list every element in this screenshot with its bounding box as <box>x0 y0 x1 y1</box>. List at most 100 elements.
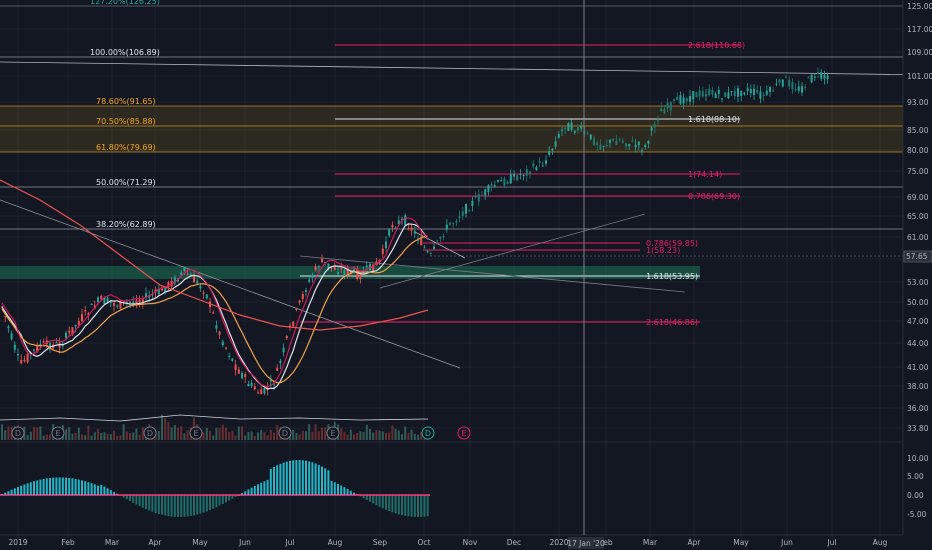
volume-bar <box>103 432 106 440</box>
volume-bar <box>29 431 32 440</box>
fib-extension-label: 2.618(46.86) <box>646 318 698 327</box>
dividend-marker[interactable] <box>278 426 292 440</box>
volume-bar <box>7 426 10 440</box>
earnings-marker[interactable] <box>326 426 340 440</box>
candle-body <box>765 90 768 95</box>
candle-body <box>596 142 599 146</box>
oscillator-bar <box>93 484 96 495</box>
oscillator-bar <box>90 483 93 495</box>
oscillator-bar <box>23 484 26 495</box>
earnings-marker[interactable] <box>51 426 65 440</box>
candle-body <box>685 98 688 102</box>
oscillator-bar <box>71 478 74 495</box>
oscillator-bar <box>314 463 317 495</box>
dividend-marker[interactable] <box>421 426 435 440</box>
event-marker-label: D <box>282 429 288 438</box>
candle-body <box>653 124 656 128</box>
volume-bar <box>81 434 83 440</box>
candle-body <box>516 175 519 181</box>
candle-body <box>541 165 544 167</box>
candle-body <box>637 141 640 146</box>
candle-body <box>250 382 253 386</box>
dividend-marker[interactable] <box>11 426 25 440</box>
volume-bar <box>119 435 122 440</box>
time-axis-label: Aug <box>873 538 888 547</box>
volume-bar <box>234 435 237 440</box>
trendline[interactable] <box>299 255 686 293</box>
time-axis-label: Feb <box>599 538 613 547</box>
candle-body <box>609 139 611 143</box>
oscillator-bar <box>81 480 83 495</box>
volume-bar <box>157 430 160 440</box>
time-axis-label: Mar <box>105 538 120 547</box>
candle-body <box>791 81 794 90</box>
oscillator-bar <box>237 494 240 496</box>
oscillator-bar <box>87 482 90 495</box>
dividend-marker[interactable] <box>143 426 157 440</box>
volume-bar <box>221 424 224 440</box>
trendline[interactable] <box>0 61 932 76</box>
candle-body <box>689 96 691 102</box>
volume-bar <box>365 424 368 440</box>
fib-retracement-label: 50.00%(71.29) <box>96 178 156 187</box>
volume-bar <box>1 424 3 440</box>
oscillator-bar <box>77 479 80 495</box>
oscillator-bar <box>26 483 29 495</box>
oscillator-axis-tick: -5.00 <box>907 510 927 519</box>
candle-body <box>314 266 317 271</box>
fib-extension-label: 1.618(88.10) <box>688 115 740 124</box>
candle-body <box>212 312 215 314</box>
candle-body <box>167 282 170 287</box>
candle-body <box>1 306 3 308</box>
candle-body <box>407 227 410 230</box>
candle-body <box>545 160 547 164</box>
volume-bar <box>237 426 240 440</box>
candle-body <box>113 303 115 306</box>
trendline[interactable] <box>379 213 646 289</box>
volume-bar <box>388 432 391 440</box>
volume-bar <box>186 430 189 440</box>
candle-body <box>17 354 19 356</box>
oscillator-bar <box>116 493 119 495</box>
candle-body <box>727 92 730 99</box>
oscillator-bar <box>199 495 202 514</box>
candle-body <box>676 96 679 101</box>
oscillator-bar <box>97 485 99 495</box>
volume-bar <box>84 435 87 440</box>
volume-bar <box>183 433 186 440</box>
oscillator-bar <box>170 495 173 517</box>
candle-body <box>365 265 368 267</box>
candle-body <box>228 355 231 357</box>
oscillator-bar <box>145 495 147 510</box>
candle-body <box>573 130 576 133</box>
event-marker-label: E <box>55 429 60 438</box>
candle-body <box>698 90 701 97</box>
earnings-marker[interactable] <box>457 426 471 440</box>
candle-body <box>749 89 752 94</box>
oscillator-bar <box>209 495 211 511</box>
oscillator-bar <box>401 495 403 516</box>
volume-bar <box>113 430 115 440</box>
trendline[interactable] <box>414 231 466 259</box>
candle-body <box>625 143 627 147</box>
candle-body <box>317 266 320 268</box>
volume-bar <box>343 431 346 440</box>
candle-body <box>369 263 371 271</box>
fib-retracement-label: 78.60%(91.65) <box>96 97 156 106</box>
trendline[interactable] <box>0 199 461 369</box>
price-axis-tick: 44.00 <box>907 339 929 348</box>
oscillator-bar <box>33 481 35 495</box>
oscillator-bar <box>164 495 167 516</box>
oscillator-bar <box>157 495 160 514</box>
candle-body <box>807 77 810 79</box>
volume-bar <box>407 432 410 440</box>
earnings-marker[interactable] <box>189 426 203 440</box>
oscillator-bar <box>4 492 7 495</box>
oscillator-bar <box>55 477 58 495</box>
candle-body <box>333 267 336 270</box>
fib-retracement-label: 38.20%(62.89) <box>96 220 156 229</box>
candle-body <box>769 87 771 92</box>
volume-bar <box>298 434 301 440</box>
